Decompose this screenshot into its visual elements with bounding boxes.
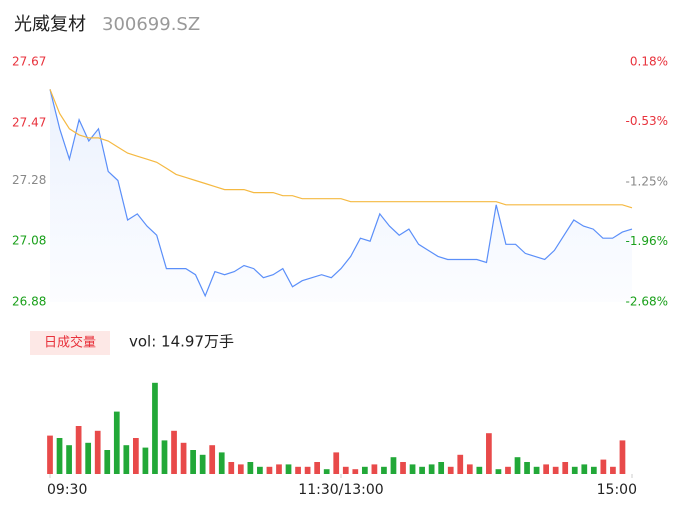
- volume-bar: [514, 457, 521, 474]
- y2-tick-label: 0.18%: [630, 55, 668, 69]
- y-tick-label: 27.08: [12, 234, 46, 248]
- volume-bar: [457, 454, 464, 474]
- volume-bar: [581, 464, 588, 474]
- volume-bar: [447, 466, 454, 474]
- volume-bar: [94, 430, 101, 474]
- volume-bar: [113, 411, 120, 474]
- volume-bar: [56, 438, 63, 474]
- volume-bar: [180, 442, 187, 474]
- y-tick-label: 27.28: [12, 173, 46, 187]
- volume-bar: [466, 464, 473, 474]
- price-line: [49, 89, 633, 298]
- stock-code: 300699.SZ: [102, 14, 200, 35]
- y-tick-label: 27.67: [12, 55, 46, 69]
- volume-bar: [619, 440, 626, 474]
- volume-bar: [371, 464, 378, 474]
- y2-tick-label: -1.25%: [626, 175, 668, 189]
- volume-bar: [428, 464, 435, 474]
- stock-name: 光威复材: [14, 14, 86, 35]
- legend: 日成交量: [44, 335, 96, 351]
- volume-bar: [266, 466, 273, 474]
- volume-bar: [571, 466, 578, 474]
- volume-bar: [600, 459, 607, 474]
- volume-summary: vol: 14.97万手: [129, 333, 234, 351]
- volume-bar: [390, 457, 397, 474]
- x-tick-label: 15:00: [597, 482, 637, 498]
- volume-bar: [323, 469, 330, 474]
- volume-bar: [247, 462, 254, 474]
- volume-bar: [161, 440, 168, 474]
- volume-bar: [342, 466, 349, 474]
- volume-bar: [237, 464, 244, 474]
- y2-tick-label: -1.96%: [626, 234, 668, 248]
- volume-bar: [133, 438, 139, 474]
- volume-bar: [218, 452, 225, 474]
- volume-bar: [276, 464, 282, 474]
- volume-bar: [104, 450, 111, 474]
- volume-bar: [610, 466, 616, 474]
- volume-bar: [257, 466, 263, 474]
- volume-bar: [152, 382, 158, 474]
- volume-bar: [228, 462, 235, 474]
- volume-bar: [552, 466, 559, 474]
- y2-tick-label: -2.68%: [626, 295, 668, 309]
- volume-bar: [505, 466, 511, 474]
- volume-bar: [66, 445, 72, 474]
- volume-bar: [47, 435, 53, 474]
- volume-bar: [476, 466, 483, 474]
- volume-bar: [199, 454, 206, 474]
- volume-bar: [409, 464, 416, 474]
- volume-bar: [562, 462, 569, 474]
- volume-bar: [543, 464, 549, 474]
- volume-bar: [295, 466, 301, 474]
- volume-bar: [438, 462, 445, 474]
- y-tick-label: 26.88: [12, 295, 46, 309]
- y-tick-label: 27.47: [12, 115, 46, 129]
- y2-tick-label: -0.53%: [626, 114, 668, 128]
- x-tick-label: 09:30: [47, 482, 87, 498]
- volume-bar: [381, 466, 387, 474]
- volume-bar: [419, 466, 425, 474]
- volume-bar: [285, 464, 292, 474]
- volume-bar: [361, 466, 368, 474]
- volume-bar: [190, 450, 196, 474]
- price-line: [49, 89, 633, 209]
- volume-bar: [304, 466, 311, 474]
- volume-bar: [142, 447, 149, 474]
- volume-bar: [75, 426, 82, 474]
- volume-bar: [209, 445, 216, 474]
- volume-bar: [495, 469, 502, 474]
- volume-bar: [486, 433, 492, 474]
- volume-bar: [524, 462, 530, 474]
- volume-bar: [171, 430, 177, 474]
- volume-bar: [85, 442, 92, 474]
- volume-bar: [123, 445, 130, 474]
- legend-bg: [30, 331, 110, 355]
- volume-bar: [352, 469, 359, 474]
- volume-bar: [533, 466, 540, 474]
- volume-bar: [590, 466, 597, 474]
- price-area: [50, 89, 632, 302]
- x-tick-label: 11:30/13:00: [298, 482, 383, 498]
- volume-bar: [400, 462, 406, 474]
- volume-bar: [314, 462, 321, 474]
- volume-bar: [333, 452, 340, 474]
